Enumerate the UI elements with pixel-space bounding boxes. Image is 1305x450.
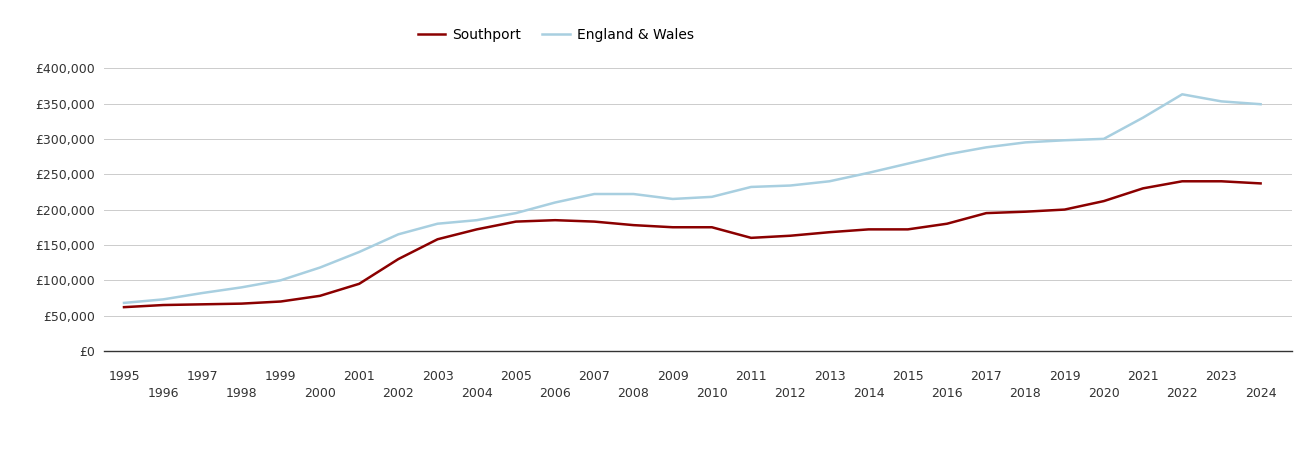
Text: 2006: 2006 xyxy=(539,387,572,400)
Text: 2002: 2002 xyxy=(382,387,414,400)
Southport xyxy=(744,235,760,241)
England & Wales xyxy=(234,285,249,290)
England & Wales xyxy=(194,290,210,296)
Text: 2004: 2004 xyxy=(461,387,492,400)
England & Wales xyxy=(273,278,288,283)
England & Wales xyxy=(351,249,367,255)
England & Wales xyxy=(155,297,171,302)
Southport xyxy=(468,227,484,232)
Text: 1999: 1999 xyxy=(265,370,296,383)
England & Wales xyxy=(312,265,328,270)
Text: 2018: 2018 xyxy=(1010,387,1041,400)
Southport xyxy=(979,211,994,216)
Legend: Southport, England & Wales: Southport, England & Wales xyxy=(412,22,699,47)
Text: 2024: 2024 xyxy=(1245,387,1276,400)
Text: 2005: 2005 xyxy=(500,370,532,383)
England & Wales xyxy=(508,211,523,216)
England & Wales xyxy=(1214,99,1229,104)
England & Wales xyxy=(1253,102,1268,107)
Southport xyxy=(273,299,288,304)
England & Wales xyxy=(979,144,994,150)
Southport xyxy=(586,219,602,224)
Text: 2010: 2010 xyxy=(696,387,728,400)
Southport xyxy=(155,302,171,308)
England & Wales xyxy=(1096,136,1112,142)
England & Wales xyxy=(900,161,916,166)
Text: 2020: 2020 xyxy=(1088,387,1120,400)
Text: 2011: 2011 xyxy=(735,370,767,383)
Text: 2019: 2019 xyxy=(1049,370,1081,383)
Text: 2015: 2015 xyxy=(893,370,924,383)
England & Wales xyxy=(1174,92,1190,97)
Text: 1996: 1996 xyxy=(147,387,179,400)
Southport xyxy=(664,225,680,230)
Text: 1995: 1995 xyxy=(108,370,140,383)
Southport xyxy=(194,302,210,307)
Southport xyxy=(940,221,955,226)
Text: 2016: 2016 xyxy=(932,387,963,400)
England & Wales xyxy=(390,232,406,237)
England & Wales xyxy=(822,179,838,184)
England & Wales xyxy=(705,194,720,199)
Southport xyxy=(351,281,367,287)
Text: 2022: 2022 xyxy=(1167,387,1198,400)
England & Wales xyxy=(783,183,799,188)
England & Wales xyxy=(664,196,680,202)
England & Wales xyxy=(940,152,955,157)
England & Wales xyxy=(468,217,484,223)
England & Wales xyxy=(861,170,877,176)
England & Wales xyxy=(1018,140,1034,145)
Southport xyxy=(312,293,328,298)
Text: 2021: 2021 xyxy=(1128,370,1159,383)
Text: 2012: 2012 xyxy=(774,387,806,400)
Southport xyxy=(234,301,249,306)
Line: Southport: Southport xyxy=(124,181,1261,307)
England & Wales xyxy=(586,191,602,197)
England & Wales xyxy=(744,184,760,189)
England & Wales xyxy=(547,200,562,205)
Line: England & Wales: England & Wales xyxy=(124,94,1261,303)
Text: 2014: 2014 xyxy=(853,387,885,400)
England & Wales xyxy=(116,300,132,306)
England & Wales xyxy=(429,221,445,226)
Southport xyxy=(429,237,445,242)
Southport xyxy=(705,225,720,230)
Text: 2017: 2017 xyxy=(971,370,1002,383)
Southport xyxy=(783,233,799,238)
Text: 2007: 2007 xyxy=(578,370,611,383)
Text: 2001: 2001 xyxy=(343,370,375,383)
Text: 2009: 2009 xyxy=(656,370,689,383)
Southport xyxy=(1214,179,1229,184)
Southport xyxy=(1135,186,1151,191)
Text: 2023: 2023 xyxy=(1206,370,1237,383)
Southport xyxy=(1018,209,1034,214)
Text: 2003: 2003 xyxy=(422,370,453,383)
Southport xyxy=(508,219,523,224)
Text: 2013: 2013 xyxy=(813,370,846,383)
Southport xyxy=(1253,181,1268,186)
England & Wales xyxy=(1135,115,1151,120)
Text: 2008: 2008 xyxy=(617,387,650,400)
Text: 1997: 1997 xyxy=(187,370,218,383)
Southport xyxy=(900,227,916,232)
Southport xyxy=(116,305,132,310)
Text: 1998: 1998 xyxy=(226,387,257,400)
England & Wales xyxy=(625,191,641,197)
England & Wales xyxy=(1057,138,1073,143)
Southport xyxy=(861,227,877,232)
Southport xyxy=(547,217,562,223)
Southport xyxy=(625,222,641,228)
Southport xyxy=(1096,198,1112,204)
Southport xyxy=(1174,179,1190,184)
Southport xyxy=(822,230,838,235)
Southport xyxy=(1057,207,1073,212)
Text: 2000: 2000 xyxy=(304,387,335,400)
Southport xyxy=(390,256,406,262)
